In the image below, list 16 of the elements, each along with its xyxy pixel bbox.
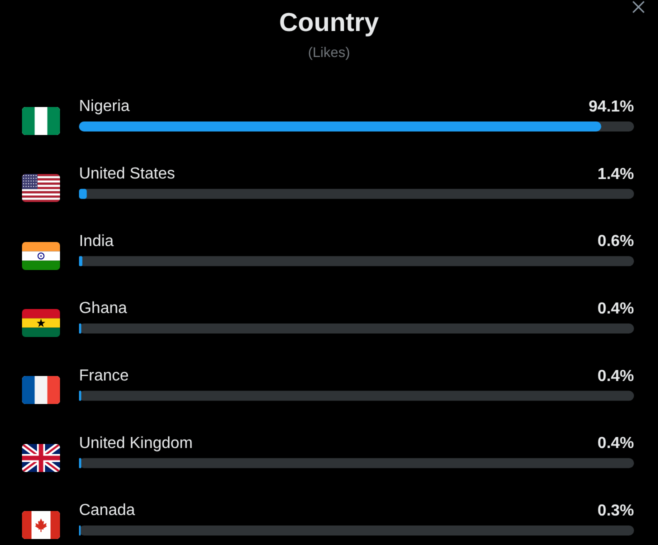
y-tick-label: Nigeria — [79, 98, 130, 116]
data-label: 0.4% — [598, 368, 634, 385]
y-tick-label: France — [79, 367, 129, 384]
data-label: 0.4% — [598, 435, 634, 452]
y-tick-label: United States — [79, 165, 175, 182]
data-label: 0.6% — [598, 233, 634, 250]
y-tick-label: India — [79, 232, 114, 250]
y-tick-label: United Kingdom — [79, 434, 193, 452]
y-tick-label: Ghana — [79, 300, 128, 318]
data-label: 94.1% — [588, 98, 634, 116]
y-tick-label: Canada — [79, 502, 136, 520]
data-label: 0.4% — [598, 300, 634, 318]
chart-title: Country — [278, 6, 380, 39]
data-label: 0.3% — [598, 502, 634, 520]
chart-subtitle: (Likes) — [306, 43, 351, 61]
data-label: 1.4% — [598, 166, 634, 183]
